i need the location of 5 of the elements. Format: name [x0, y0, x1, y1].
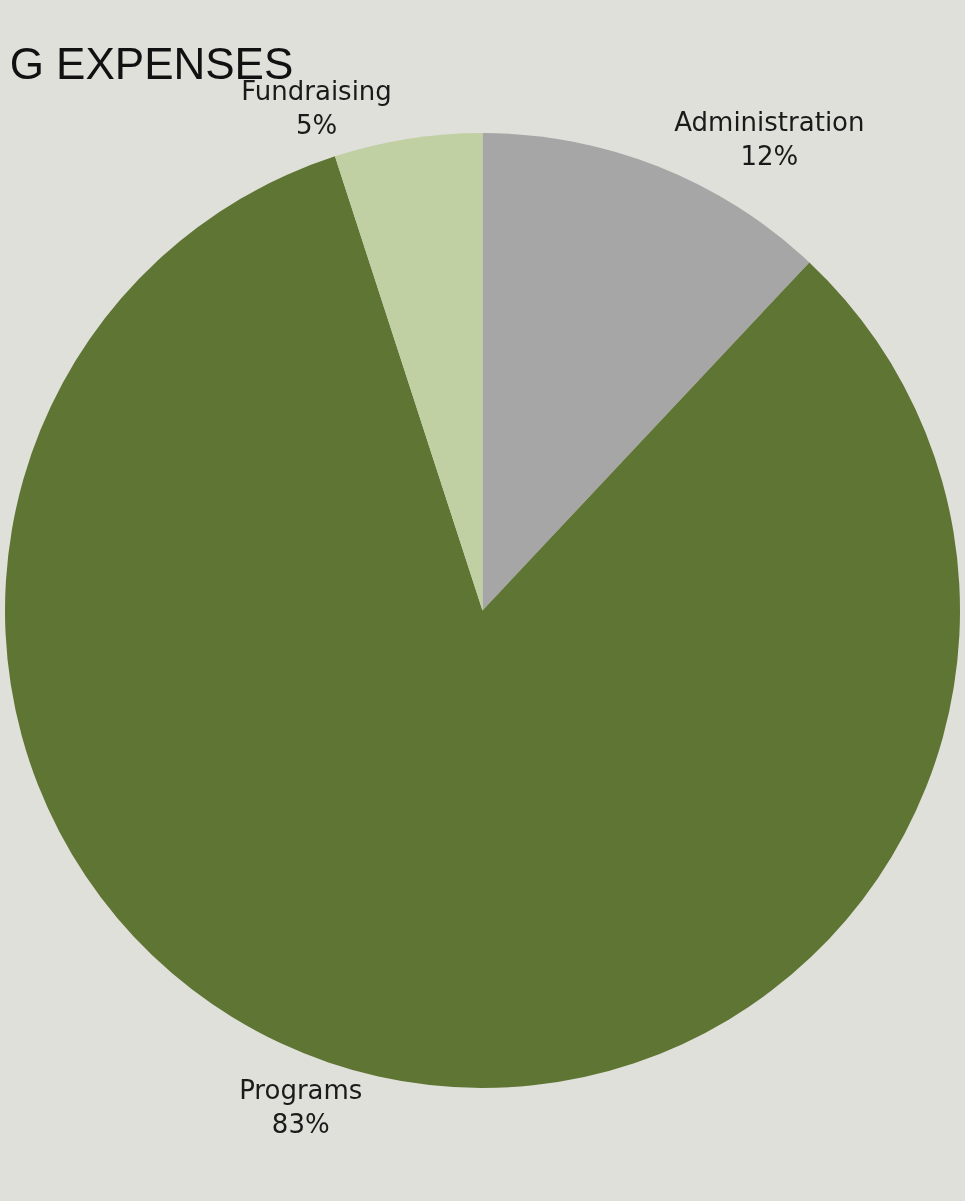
slice-label: Administration	[674, 107, 865, 138]
data-label: 5%	[295, 109, 338, 140]
slice-label: Programs	[239, 1074, 363, 1105]
data-label: 12%	[740, 140, 799, 171]
data-label: 83%	[271, 1108, 330, 1139]
